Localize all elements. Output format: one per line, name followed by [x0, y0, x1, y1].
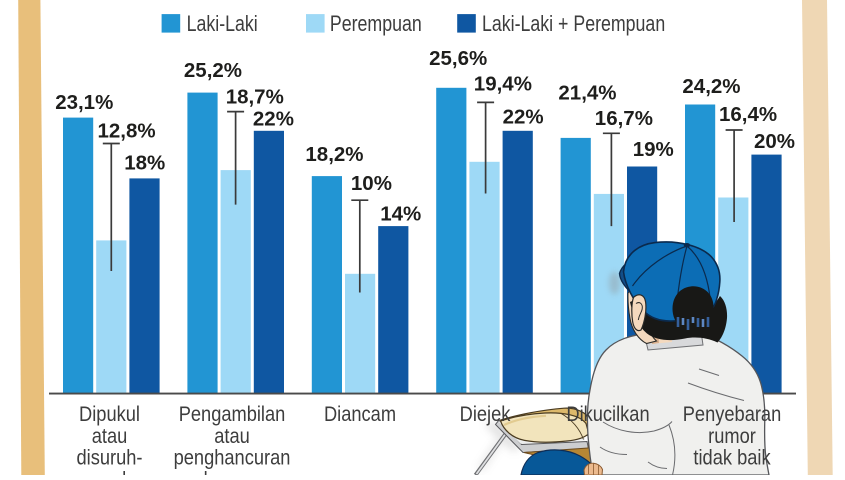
svg-text:22%: 22% [253, 108, 294, 131]
svg-text:12,8%: 12,8% [98, 120, 156, 143]
svg-text:disuruh-: disuruh- [77, 446, 143, 470]
svg-text:22%: 22% [503, 106, 544, 129]
svg-text:Penyebaran: Penyebaran [683, 403, 781, 427]
svg-text:atau: atau [214, 424, 250, 448]
svg-text:barang: barang [204, 468, 261, 475]
svg-text:20%: 20% [754, 130, 795, 153]
svg-text:18,2%: 18,2% [305, 143, 363, 166]
svg-text:Laki-Laki: Laki-Laki [187, 12, 258, 36]
svg-text:18%: 18% [124, 151, 165, 174]
svg-text:19%: 19% [633, 138, 674, 161]
svg-text:Perempuan: Perempuan [330, 12, 422, 36]
svg-text:19,4%: 19,4% [474, 73, 532, 96]
svg-text:tidak baik: tidak baik [693, 446, 770, 470]
svg-text:18,7%: 18,7% [226, 86, 284, 109]
svg-text:16,7%: 16,7% [595, 107, 653, 130]
svg-text:Dipukul: Dipukul [79, 403, 140, 427]
svg-text:24,2%: 24,2% [682, 75, 740, 98]
svg-text:14%: 14% [380, 203, 421, 226]
svg-text:16,4%: 16,4% [719, 103, 777, 126]
svg-text:atau: atau [92, 424, 128, 448]
svg-text:25,6%: 25,6% [429, 47, 487, 70]
svg-text:Diancam: Diancam [324, 403, 396, 427]
svg-text:penghancuran: penghancuran [174, 446, 291, 470]
svg-text:Dikucilkan: Dikucilkan [566, 403, 649, 427]
svg-text:23,1%: 23,1% [55, 91, 113, 114]
svg-text:10%: 10% [351, 172, 392, 195]
svg-text:suruh: suruh [87, 468, 133, 475]
svg-text:25,2%: 25,2% [184, 59, 242, 82]
svg-text:rumor: rumor [708, 424, 756, 448]
svg-text:Diejek: Diejek [460, 403, 511, 427]
svg-text:Laki-Laki + Perempuan: Laki-Laki + Perempuan [482, 12, 665, 36]
svg-text:21,4%: 21,4% [558, 82, 616, 105]
svg-text:Pengambilan: Pengambilan [179, 403, 286, 427]
